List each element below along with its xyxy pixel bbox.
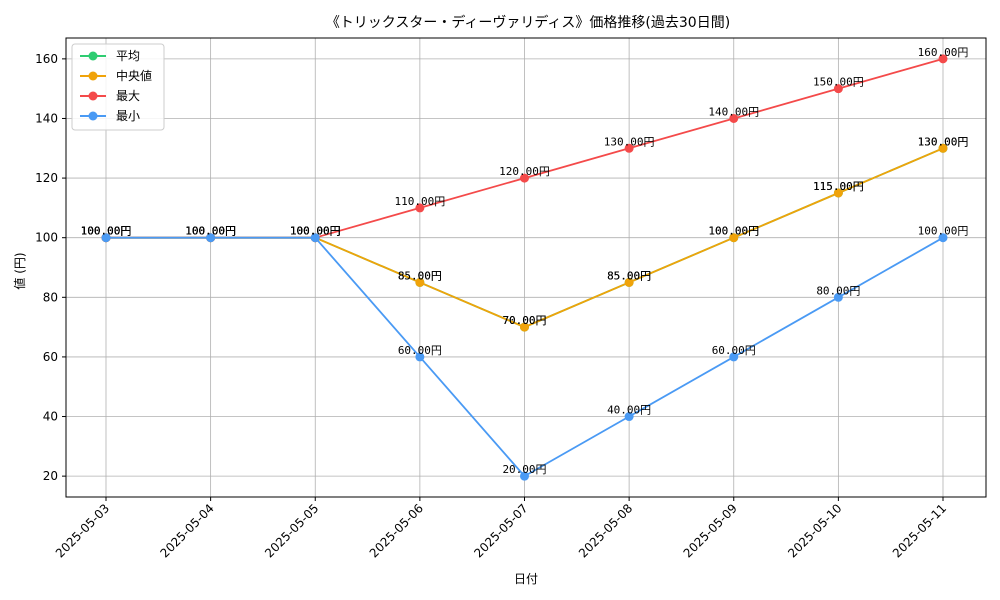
legend-marker — [88, 71, 98, 81]
data-point — [624, 412, 634, 422]
legend-item: 最大 — [80, 89, 140, 103]
x-tick-label: 2025-05-08 — [576, 501, 635, 560]
data-label: 110.00円 — [395, 195, 446, 208]
data-point — [833, 292, 843, 302]
data-label: 85.00円 — [607, 269, 651, 282]
data-label: 100.00円 — [918, 225, 969, 238]
data-label: 100.00円 — [185, 225, 236, 238]
x-tick-label: 2025-05-09 — [681, 501, 740, 560]
data-point — [415, 352, 425, 362]
data-label: 100.00円 — [290, 225, 341, 238]
data-point — [938, 143, 948, 153]
data-label: 70.00円 — [502, 314, 546, 327]
legend-item: 中央値 — [80, 68, 152, 83]
legend-box — [71, 43, 165, 131]
y-tick-label: 80 — [43, 290, 58, 304]
legend-item: 平均 — [80, 49, 140, 63]
y-tick-label: 100 — [35, 231, 58, 245]
data-label: 130.00円 — [918, 135, 969, 148]
data-point — [729, 352, 739, 362]
data-label: 160.00円 — [918, 46, 969, 59]
x-tick-label: 2025-05-05 — [262, 501, 321, 560]
x-tick-label: 2025-05-04 — [158, 501, 217, 560]
data-point — [624, 143, 634, 153]
y-tick-label: 120 — [35, 171, 58, 185]
plot-frame — [65, 37, 987, 498]
chart-title: 《トリックスター・ディーヴァリディス》価格推移(過去30日間) — [326, 14, 730, 31]
x-tick-label: 2025-05-10 — [785, 501, 844, 560]
x-tick-label: 2025-05-03 — [53, 501, 112, 560]
data-label: 100.00円 — [185, 225, 236, 238]
data-point — [520, 173, 529, 183]
y-tick-label: 160 — [35, 52, 58, 66]
y-tick-label: 40 — [43, 410, 58, 424]
data-point — [310, 233, 320, 243]
legend-item: 最小 — [80, 109, 140, 123]
data-point — [729, 233, 739, 243]
data-labels: 100.00円 100.00円 100.00円 85.00円 70.00円 85.00円 1… — [81, 46, 969, 476]
axes: 20 40 60 80 100 120 140 160 2025-05-03 2025-05-04… — [35, 37, 987, 560]
data-label: 130.00円 — [604, 135, 655, 148]
data-point — [833, 84, 843, 94]
data-point — [938, 233, 948, 243]
data-point — [520, 322, 529, 332]
y-axis-label: 値 (円) — [12, 252, 27, 289]
data-label: 120.00円 — [499, 165, 550, 178]
legend-label: 最小 — [116, 109, 140, 123]
legend-label: 中央値 — [116, 68, 152, 83]
series-layer — [101, 54, 948, 481]
x-tick-label: 2025-05-11 — [890, 501, 949, 560]
data-point — [729, 113, 739, 123]
data-label: 100.00円 — [81, 225, 132, 238]
data-label: 80.00円 — [816, 284, 860, 297]
y-tick-label: 60 — [43, 350, 58, 364]
legend-label: 平均 — [116, 49, 140, 63]
data-point — [415, 277, 425, 287]
data-point — [833, 188, 843, 198]
data-point — [938, 54, 948, 64]
series-3 — [101, 233, 948, 481]
data-label: 85.00円 — [398, 269, 442, 282]
data-label: 20.00円 — [502, 463, 546, 476]
data-point — [520, 471, 529, 481]
data-label: 100.00円 — [81, 225, 132, 238]
data-point — [624, 277, 634, 287]
y-tick-label: 140 — [35, 111, 58, 125]
data-label: 100.00円 — [290, 225, 341, 238]
grid — [66, 38, 986, 497]
data-label: 85.00円 — [398, 269, 442, 282]
x-tick-label: 2025-05-06 — [367, 501, 426, 560]
data-label: 100.00円 — [708, 225, 759, 238]
y-tick-label: 20 — [43, 469, 58, 483]
data-label: 115.00円 — [813, 180, 864, 193]
legend-marker — [88, 51, 98, 61]
legend-marker — [88, 91, 98, 101]
data-label: 100.00円 — [185, 225, 236, 238]
x-axis-label: 日付 — [514, 572, 538, 586]
data-point — [415, 203, 425, 213]
data-label: 40.00円 — [607, 404, 651, 417]
data-label: 115.00円 — [813, 180, 864, 193]
data-label: 100.00円 — [81, 225, 132, 238]
data-label: 100.00円 — [290, 225, 341, 238]
data-label: 60.00円 — [712, 344, 756, 357]
data-label: 150.00円 — [813, 76, 864, 89]
data-label: 100.00円 — [290, 225, 341, 238]
data-label: 100.00円 — [81, 225, 132, 238]
data-label: 100.00円 — [708, 225, 759, 238]
data-label: 100.00円 — [185, 225, 236, 238]
data-point — [206, 233, 216, 243]
data-label: 70.00円 — [502, 314, 546, 327]
data-label: 60.00円 — [398, 344, 442, 357]
data-label: 130.00円 — [918, 135, 969, 148]
x-tick-label: 2025-05-07 — [471, 501, 530, 560]
data-label: 85.00円 — [607, 269, 651, 282]
legend-label: 最大 — [116, 89, 140, 103]
data-label: 140.00円 — [708, 105, 759, 118]
data-point — [101, 233, 111, 243]
legend-marker — [88, 111, 98, 121]
